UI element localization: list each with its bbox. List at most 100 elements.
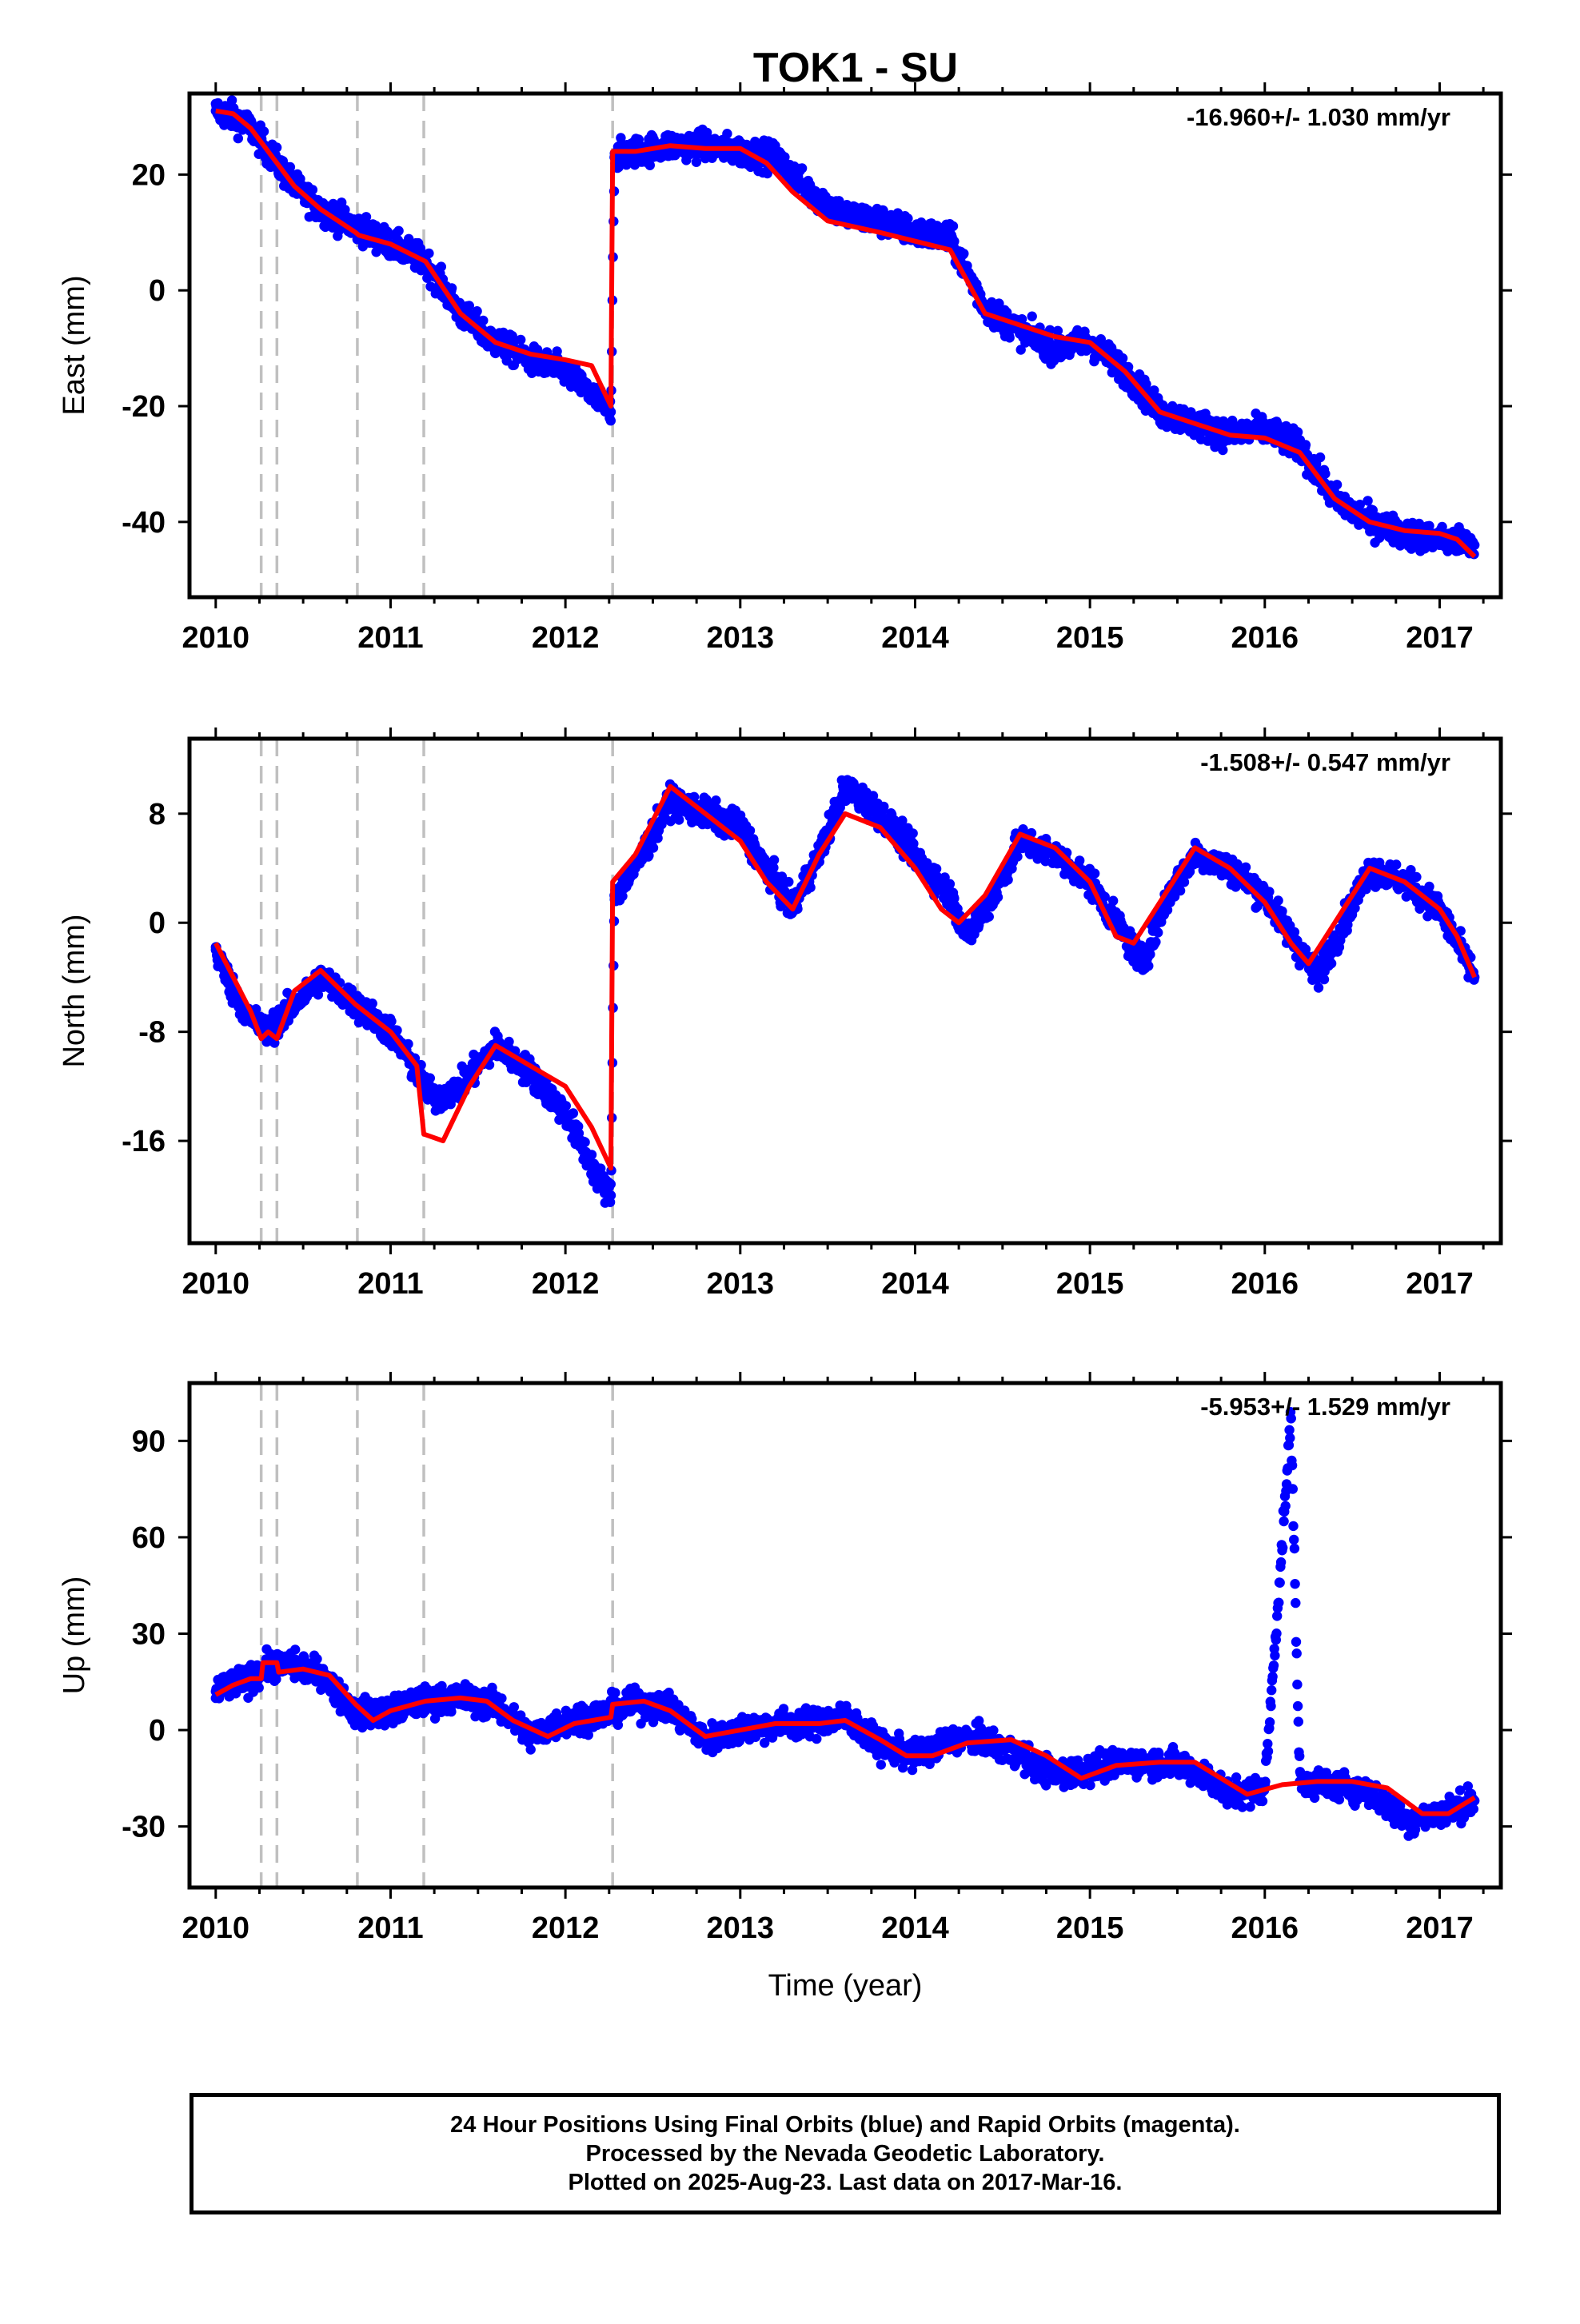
north-point [648, 843, 658, 852]
north-x-tick-label: 2013 [707, 1267, 775, 1301]
north-point [587, 1150, 596, 1159]
east-frame [190, 94, 1501, 597]
north-y-tick-label: -16 [122, 1125, 166, 1158]
east-point [945, 233, 955, 243]
north-point [606, 1190, 616, 1200]
north-point [630, 863, 640, 873]
east-x-tick-label: 2017 [1406, 621, 1474, 655]
north-point [386, 1016, 396, 1026]
north-fit-line [216, 787, 1474, 1168]
north-point [1108, 896, 1118, 906]
north-point [1075, 855, 1084, 865]
north-point [963, 931, 972, 941]
north-points-group [211, 775, 1480, 1207]
east-point [910, 228, 920, 237]
north-point [1424, 882, 1434, 891]
east-point [805, 187, 815, 197]
north-x-tick-label: 2011 [357, 1267, 423, 1301]
east-x-tick-label: 2010 [182, 621, 250, 655]
north-point [368, 999, 377, 1008]
east-x-tick-label: 2014 [881, 621, 949, 655]
north-y-axis-label: North (mm) [58, 914, 91, 1067]
north-point [1151, 937, 1160, 947]
east-y-tick-label: -20 [122, 390, 166, 424]
north-point [561, 1109, 570, 1118]
east-y-tick-label: 20 [132, 158, 166, 192]
east-point [308, 185, 317, 194]
north-x-tick-label: 2010 [182, 1267, 250, 1301]
north-x-tick-label: 2012 [532, 1267, 600, 1301]
north-point [910, 850, 920, 859]
north-point [945, 879, 955, 889]
east-point [840, 210, 850, 220]
east-points-group [211, 95, 1480, 559]
east-point [606, 416, 616, 425]
north-point [1339, 918, 1348, 927]
east-point [1218, 445, 1227, 455]
north-point [425, 1073, 435, 1082]
east-point [722, 129, 732, 138]
east-x-tick-label: 2012 [532, 621, 600, 655]
up-point [290, 1644, 300, 1654]
east-x-tick-label: 2013 [707, 621, 775, 655]
north-point [745, 826, 755, 835]
north-point [736, 823, 745, 832]
north-point [1411, 872, 1421, 882]
north-y-tick-label: 0 [149, 907, 166, 940]
north-point [580, 1138, 589, 1147]
east-y-axis-label: East (mm) [58, 275, 91, 415]
east-x-tick-label: 2011 [357, 621, 423, 655]
north-point [596, 1177, 605, 1186]
east-point [797, 163, 807, 173]
east-point [516, 335, 525, 345]
east-point [903, 213, 912, 223]
north-point [1241, 863, 1251, 872]
east-point [1315, 452, 1325, 462]
east-point [1260, 425, 1270, 434]
east-point [948, 221, 958, 231]
north-point [1314, 983, 1323, 992]
east-point [770, 153, 780, 162]
north-point [606, 1179, 616, 1189]
north-point [989, 891, 999, 900]
north-point [1090, 868, 1099, 878]
north-x-tick-label: 2016 [1231, 1267, 1299, 1301]
north-y-tick-label: 8 [149, 798, 166, 831]
east-point [472, 306, 481, 316]
east-point [1118, 353, 1127, 363]
north-point [429, 1095, 439, 1105]
north-point [1138, 959, 1147, 968]
north-point [769, 855, 779, 865]
north-x-tick-label: 2017 [1406, 1267, 1474, 1301]
east-point [259, 126, 269, 136]
north-point [1273, 895, 1283, 905]
east-point [561, 366, 570, 376]
north-y-tick-label: -8 [138, 1016, 166, 1050]
east-y-tick-label: -40 [122, 506, 166, 540]
north-point [1175, 886, 1185, 895]
north-point [1003, 875, 1012, 884]
north-point [1012, 851, 1022, 861]
north-point [1327, 959, 1336, 968]
chart-title: TOK1 - SU [753, 45, 958, 91]
east-y-tick-label: 0 [149, 274, 166, 308]
east-point [876, 216, 885, 225]
east-point [272, 142, 281, 152]
north-point [945, 891, 955, 900]
east-rate-label: -16.960+/- 1.030 mm/yr [1187, 103, 1450, 131]
north-point [1312, 972, 1322, 982]
east-point [1027, 312, 1037, 321]
east-point [959, 249, 968, 258]
east-point [1470, 540, 1479, 550]
up-points-group [211, 1407, 1480, 1841]
north-point [1391, 859, 1401, 869]
up-point [312, 1654, 321, 1664]
north-point [840, 782, 850, 791]
east-point [437, 261, 446, 271]
north-point [984, 911, 994, 921]
east-x-tick-label: 2016 [1231, 621, 1299, 655]
